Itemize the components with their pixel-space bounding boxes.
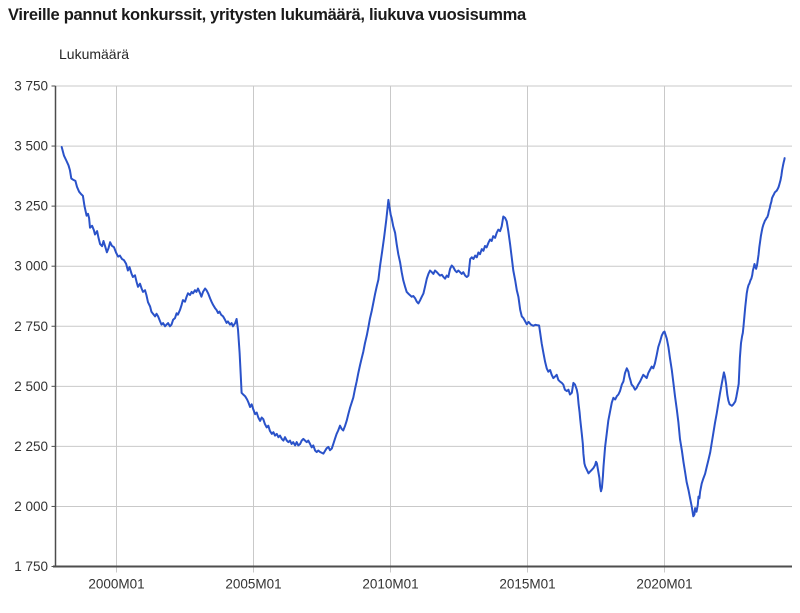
x-tick-label-2010M01: 2010M01 <box>362 577 418 592</box>
x-tick-label-2005M01: 2005M01 <box>225 577 281 592</box>
y-tick-label-1750: 1 750 <box>14 559 48 574</box>
y-tick-label-2750: 2 750 <box>14 319 48 334</box>
x-tick-label-2000M01: 2000M01 <box>88 577 144 592</box>
series-line-0 <box>60 146 786 518</box>
x-tick-label-2020M01: 2020M01 <box>636 577 692 592</box>
y-tick-label-2500: 2 500 <box>14 379 48 394</box>
y-tick-label-3500: 3 500 <box>14 139 48 154</box>
chart-title: Vireille pannut konkurssit, yritysten lu… <box>8 6 526 24</box>
x-tick-label-2015M01: 2015M01 <box>499 577 555 592</box>
y-tick-label-3000: 3 000 <box>14 259 48 274</box>
y-tick-label-3250: 3 250 <box>14 199 48 214</box>
y-tick-label-2250: 2 250 <box>14 439 48 454</box>
y-tick-label-3750: 3 750 <box>14 79 48 94</box>
y-axis-unit-label: Lukumäärä <box>59 46 130 62</box>
y-tick-label-2000: 2 000 <box>14 499 48 514</box>
